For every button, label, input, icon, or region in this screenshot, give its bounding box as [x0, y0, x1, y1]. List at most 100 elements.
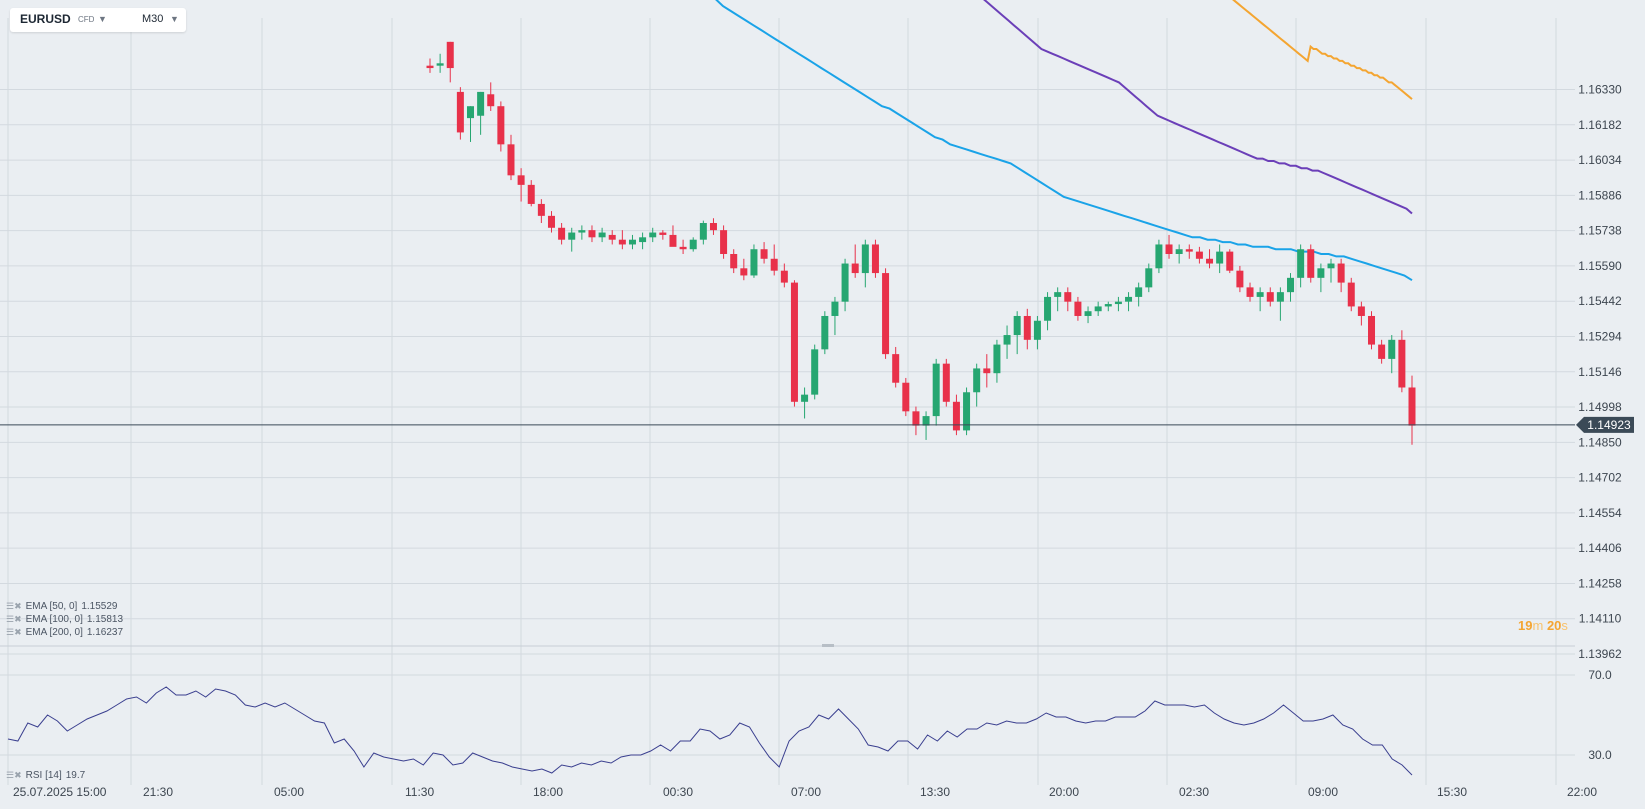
candle-body [1206, 258, 1214, 264]
candle [841, 258, 849, 312]
candle [861, 239, 869, 288]
candle-body [699, 223, 707, 240]
chevron-down-icon[interactable]: ▼ [98, 14, 107, 24]
candle [983, 354, 991, 388]
candle-body [993, 344, 1001, 374]
price-tick-label: 1.14554 [1578, 506, 1622, 520]
candle [740, 258, 748, 281]
candle [720, 225, 728, 259]
chevron-down-icon[interactable]: ▼ [170, 14, 179, 24]
settings-icon[interactable]: ☰✖ [6, 614, 22, 624]
candle [558, 223, 566, 245]
candle-body [801, 394, 809, 402]
candle [1266, 287, 1274, 307]
candle [1033, 315, 1041, 350]
candle [952, 394, 960, 436]
candle-body [811, 349, 819, 395]
price-tick-label: 1.16034 [1578, 153, 1622, 167]
candle [922, 411, 930, 440]
indicator-legend-ema50[interactable]: ☰✖ EMA [50, 0] 1.15529 [6, 601, 118, 612]
candle [1327, 258, 1335, 283]
price-tick-label: 1.13962 [1578, 647, 1622, 661]
current-price-tag [1576, 416, 1634, 433]
candle-body [942, 363, 950, 402]
candle [851, 244, 859, 278]
candle [679, 239, 687, 254]
ema-lines [715, 0, 1413, 282]
candle [963, 387, 971, 436]
candle-body [892, 354, 900, 383]
candle-body [750, 249, 758, 276]
candle [1256, 287, 1264, 312]
candle-body [780, 270, 788, 283]
rsi-pane: 70.0 30.0 [0, 668, 1612, 776]
price-tick-label: 1.16330 [1578, 83, 1622, 97]
candle [1347, 277, 1355, 312]
candle [1044, 292, 1052, 331]
candle-body [456, 91, 464, 133]
time-tick-label: 21:30 [143, 785, 173, 799]
candle-body [1044, 296, 1052, 321]
candle-body [720, 230, 728, 254]
candle-body [952, 401, 960, 431]
time-tick-label: 07:00 [791, 785, 821, 799]
candle [1145, 263, 1153, 293]
candle-body [547, 215, 555, 228]
price-axis[interactable]: 1.16330 1.16182 1.16034 1.15886 1.15738 1.155… [1578, 83, 1622, 661]
candle [1165, 234, 1173, 259]
indicator-legend-ema100[interactable]: ☰✖ EMA [100, 0] 1.15813 [6, 614, 124, 625]
candle-body [679, 246, 687, 250]
candle-body [1054, 292, 1062, 297]
candle-body [709, 223, 717, 231]
candle [689, 237, 697, 252]
candle-body [1013, 315, 1021, 336]
candle-body [1064, 292, 1072, 302]
candle [1155, 239, 1163, 274]
candle-body [922, 416, 930, 426]
ema200-line [1232, 0, 1413, 100]
candle [993, 339, 1001, 383]
candle [1408, 375, 1416, 445]
candle-body [618, 239, 626, 245]
symbol-type: CFD [78, 15, 95, 24]
candle-body [1347, 282, 1355, 307]
price-tick-label: 1.15886 [1578, 188, 1622, 202]
candle-body [1388, 339, 1396, 359]
settings-icon[interactable]: ☰✖ [6, 770, 22, 780]
candle [659, 230, 667, 240]
candle [1023, 308, 1031, 350]
indicator-legend-rsi[interactable]: ☰✖ RSI [14] 19.7 [6, 770, 86, 781]
time-tick-label: 02:30 [1179, 785, 1209, 799]
candle-body [487, 94, 495, 107]
candle [1125, 292, 1133, 312]
candle [1003, 325, 1011, 359]
candle [547, 211, 555, 233]
candle-body [1195, 251, 1203, 259]
symbol-selector[interactable]: EURUSD CFD ▼ M30 ▼ [10, 8, 186, 32]
settings-icon[interactable]: ☰✖ [6, 601, 22, 611]
candle [1388, 335, 1396, 374]
candle-body [1003, 335, 1011, 345]
timeframe-label[interactable]: M30 [142, 13, 164, 25]
candle [517, 168, 525, 202]
candle [709, 218, 717, 235]
indicator-legend-ema200[interactable]: ☰✖ EMA [200, 0] 1.16237 [6, 627, 124, 638]
candle-body [871, 244, 879, 274]
candle [1307, 244, 1315, 283]
price-tick-label: 1.16182 [1578, 118, 1622, 132]
time-tick-label: 25.07.2025 15:00 [13, 785, 107, 799]
settings-icon[interactable]: ☰✖ [6, 627, 22, 637]
candles [426, 41, 1416, 445]
candle-body [1155, 244, 1163, 269]
candle-body [1236, 270, 1244, 288]
candle-body [1327, 263, 1335, 269]
candle [1236, 265, 1244, 293]
candle-body [507, 144, 515, 176]
candle [1246, 282, 1254, 302]
time-axis[interactable]: 25.07.2025 15:00 21:30 05:00 11:30 18:00 00:3… [13, 785, 1597, 799]
candle-body [1276, 292, 1284, 302]
candle-body [851, 263, 859, 274]
current-price-line: 1.14923 [0, 416, 1634, 433]
candle-body [1378, 344, 1386, 359]
